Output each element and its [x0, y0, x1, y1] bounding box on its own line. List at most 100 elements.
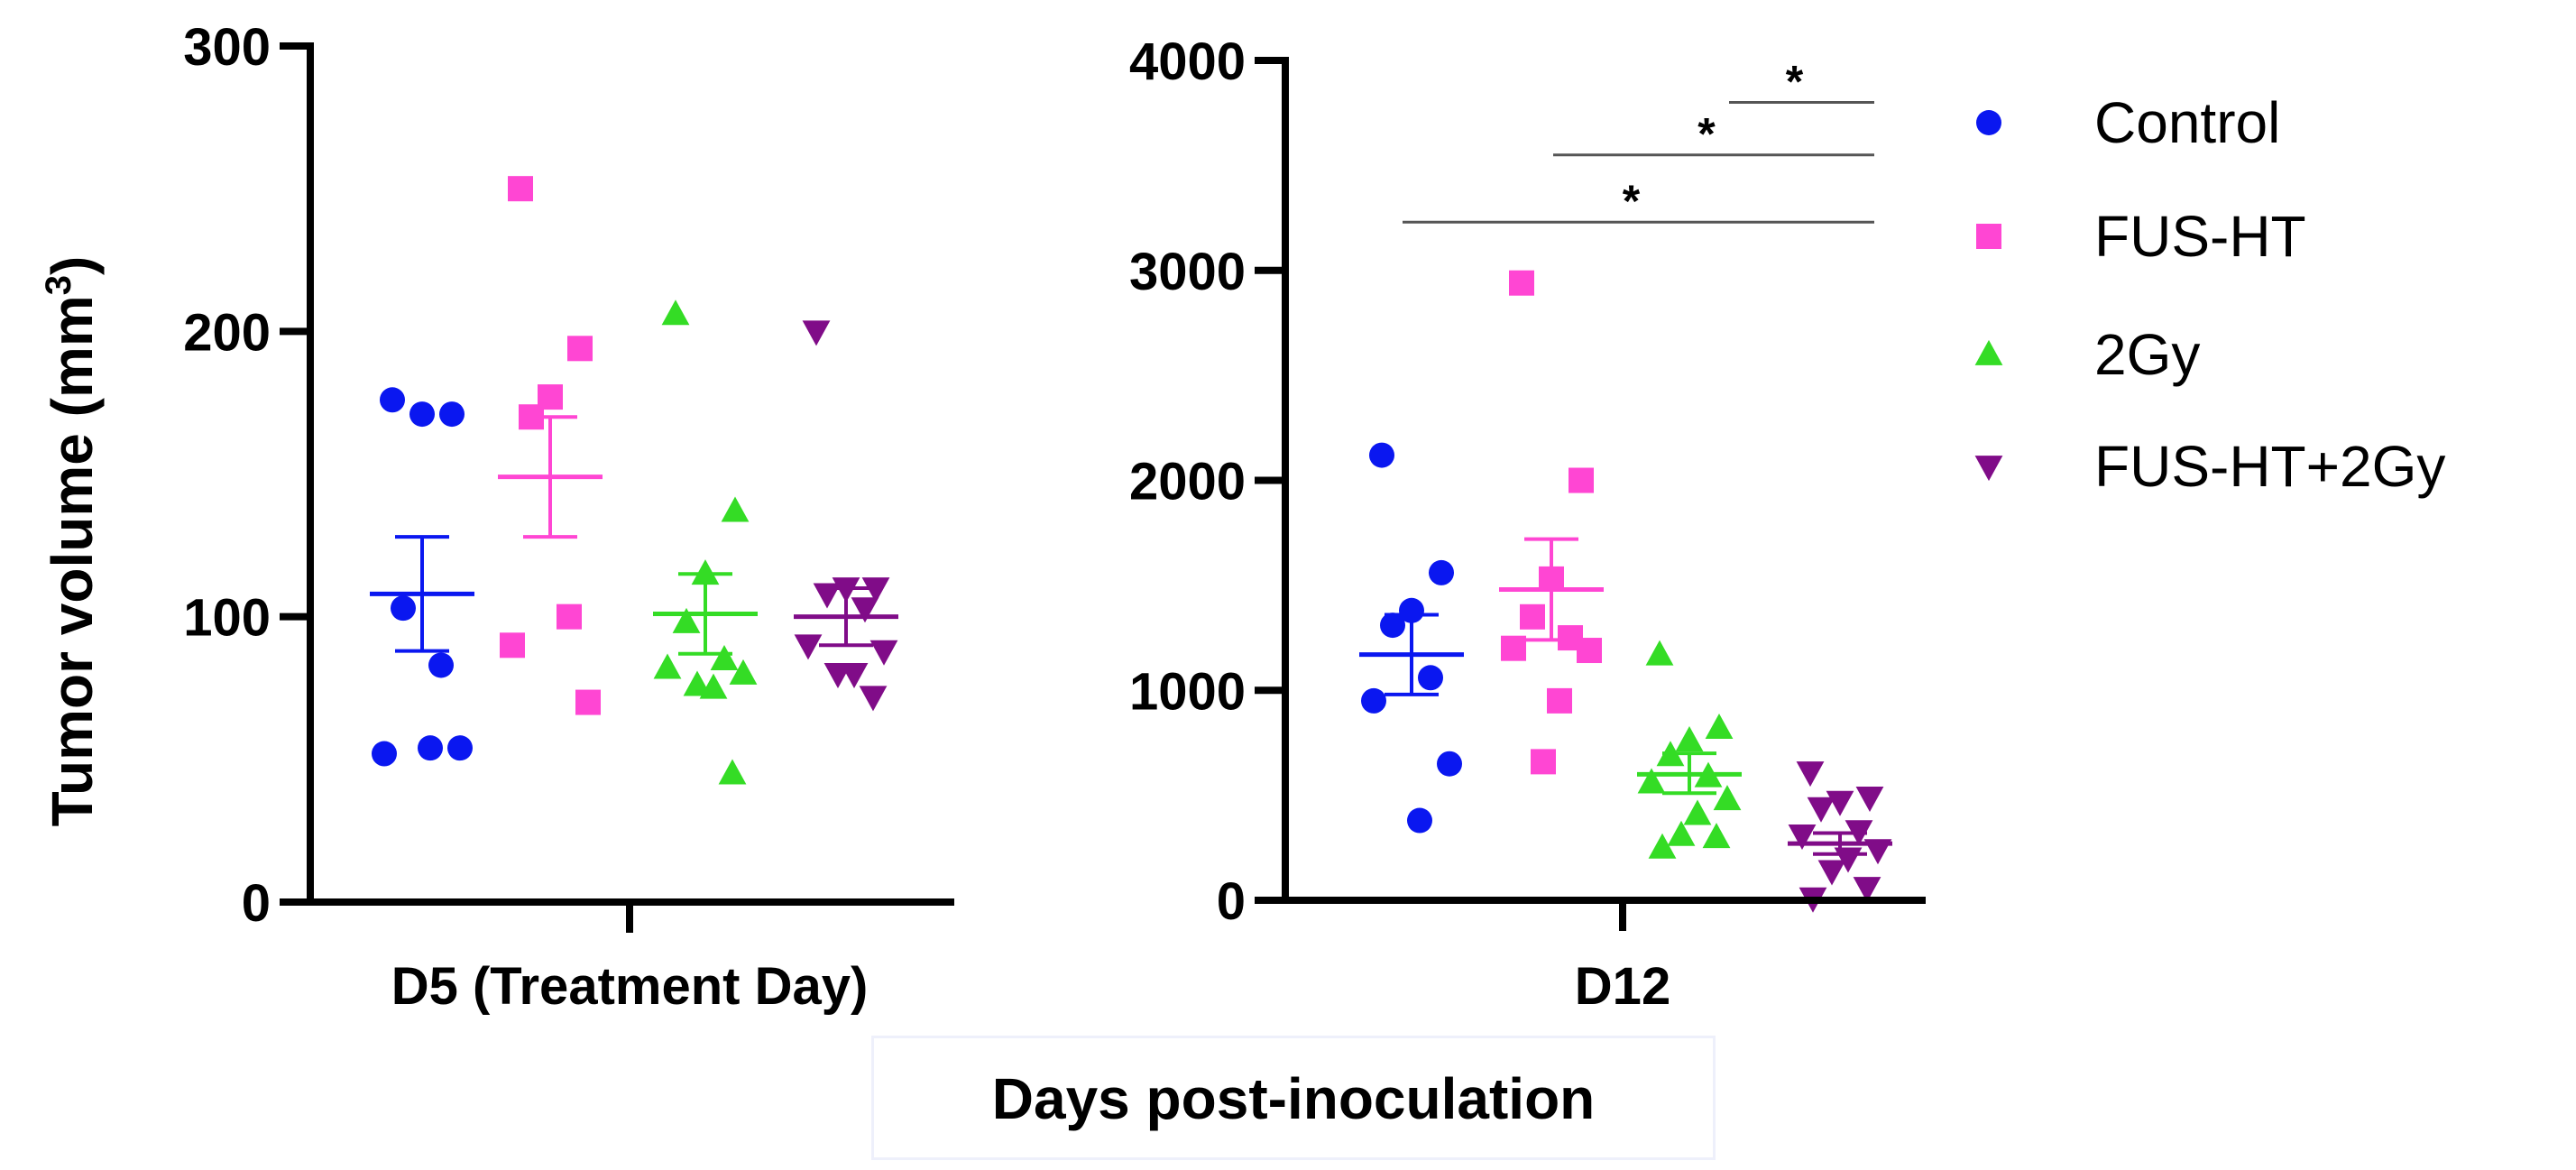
panel-d5-point-2gy	[653, 653, 682, 679]
panel-d5-point-2gy	[710, 645, 739, 671]
panel-d12-point-2gy	[1648, 833, 1677, 859]
panel-d12-point-2gy	[1705, 714, 1734, 740]
y-axis-label-superscript: 3	[39, 275, 78, 295]
panel-d5-point-2gy	[691, 559, 720, 585]
panel-d5-point-fus-ht	[575, 689, 601, 715]
panel-d12-point-fus-ht-2gy	[1796, 761, 1825, 788]
panel-d12-point-2gy	[1713, 785, 1742, 811]
panel-d12-point-fus-ht-2gy	[1863, 839, 1892, 865]
panel-d5-point-fus-ht-2gy	[813, 583, 842, 609]
panel-d12-point-fus-ht	[1547, 687, 1572, 714]
panel-d12-point-2gy	[1667, 820, 1696, 846]
panel-d12-point-fus-ht-2gy	[1853, 877, 1881, 903]
panel-d12-point-fus-ht	[1577, 638, 1602, 664]
panel-d12-point-2gy	[1656, 741, 1685, 767]
panel-d12-significance: * * *	[1403, 57, 1874, 226]
panel-d12-point-control	[1429, 559, 1454, 585]
legend-label-control: Control	[2094, 90, 2280, 155]
panel-d5-point-fus-ht-2gy	[861, 577, 890, 603]
panel-d5-point-control	[418, 735, 443, 761]
legend-marker-control	[1976, 110, 2001, 135]
panel-d12-y-tick-label: 2000	[1129, 453, 1246, 511]
panel-d12-point-control	[1407, 807, 1432, 834]
panel-d12-point-2gy	[1694, 761, 1723, 788]
panel-d12: 0 1000 2000 3000 4000 * * * D12	[1129, 32, 1926, 1016]
panel-d12-point-fus-ht-2gy	[1834, 847, 1863, 873]
panel-d5-category-label: D5 (Treatment Day)	[391, 957, 869, 1016]
panel-d5-y-tick-label: 300	[183, 18, 271, 77]
panel-d12-point-fus-ht	[1569, 467, 1594, 493]
panel-d12-points	[1361, 270, 1892, 913]
significance-star: *	[1786, 57, 1804, 107]
panel-d5-point-fus-ht-2gy	[794, 634, 823, 660]
panel-d5-point-fus-ht	[508, 176, 533, 202]
panel-d12-point-fus-ht	[1520, 603, 1545, 630]
panel-d5: 0 100 200 300 D5 (Treatment Day)	[183, 18, 954, 1016]
panel-d5-point-control	[380, 387, 405, 413]
panel-d12-point-control	[1369, 442, 1394, 468]
panel-d5-point-fus-ht	[519, 404, 544, 430]
legend: Control FUS-HT 2Gy FUS-HT+2Gy	[1974, 90, 2445, 499]
panel-d5-point-2gy	[729, 659, 758, 685]
legend-label-fus-ht-2gy: FUS-HT+2Gy	[2094, 434, 2445, 499]
y-axis-label-close: )	[40, 256, 105, 275]
panel-d5-points	[372, 176, 898, 785]
x-axis-label: Days post-inoculation	[992, 1066, 1596, 1131]
panel-d5-point-control	[391, 595, 416, 622]
panel-d12-axes	[1282, 57, 1926, 904]
panel-d5-point-2gy	[672, 607, 701, 633]
panel-d12-point-fus-ht	[1501, 635, 1526, 661]
panel-d12-point-fus-ht-2gy	[1817, 860, 1846, 886]
panel-d5-point-fus-ht-2gy	[851, 597, 879, 623]
legend-marker-fus-ht	[1976, 224, 2001, 249]
panel-d12-point-control	[1399, 597, 1424, 623]
panel-d12-y-ticks: 0 1000 2000 3000 4000	[1129, 32, 1289, 931]
panel-d5-point-2gy	[721, 496, 750, 522]
panel-d12-point-fus-ht	[1531, 749, 1556, 775]
panel-d5-error-bars	[370, 415, 898, 656]
panel-d12-y-tick-label: 0	[1217, 872, 1246, 931]
panel-d12-y-tick-label: 4000	[1129, 32, 1246, 91]
panel-d12-point-control	[1380, 613, 1405, 639]
panel-d12-point-control	[1418, 665, 1443, 691]
legend-label-2gy: 2Gy	[2094, 322, 2200, 387]
panel-d12-point-fus-ht-2gy	[1845, 820, 1873, 846]
panel-d5-point-control	[439, 401, 465, 428]
panel-d5-y-tick-label: 200	[183, 303, 271, 362]
panel-d5-point-2gy	[661, 299, 690, 326]
panel-d12-point-control	[1361, 687, 1386, 714]
legend-marker-fus-ht-2gy	[1974, 456, 2003, 482]
panel-d5-point-control	[372, 741, 397, 767]
panel-d5-y-tick-label: 100	[183, 589, 271, 648]
panel-d5-point-control	[447, 735, 473, 761]
panel-d5-point-fus-ht-2gy	[859, 686, 888, 712]
y-axis-label: Tumor volume (mm3)	[39, 256, 105, 827]
panel-d5-point-fus-ht-2gy	[802, 320, 831, 346]
significance-star: *	[1697, 109, 1716, 160]
panel-d12-y-tick-label: 1000	[1129, 662, 1246, 721]
panel-d5-axes	[307, 42, 954, 906]
panel-d5-point-fus-ht	[567, 336, 593, 362]
panel-d12-point-2gy	[1645, 640, 1674, 666]
panel-d12-point-fus-ht-2gy	[1855, 787, 1884, 813]
panel-d12-error-bars	[1359, 537, 1892, 856]
panel-d12-point-fus-ht	[1509, 270, 1534, 296]
panel-d5-point-fus-ht	[500, 632, 525, 659]
panel-d5-point-control	[428, 652, 454, 678]
panel-d5-point-fus-ht	[557, 603, 582, 630]
panel-d12-point-control	[1437, 751, 1462, 777]
panel-d12-y-tick-label: 3000	[1129, 243, 1246, 301]
significance-star: *	[1623, 176, 1641, 226]
legend-label-fus-ht: FUS-HT	[2094, 204, 2306, 269]
panel-d5-point-2gy	[718, 759, 747, 785]
panel-d12-point-2gy	[1702, 823, 1731, 849]
panel-d12-category-label: D12	[1575, 957, 1670, 1016]
panel-d5-point-control	[409, 401, 435, 428]
panel-d12-point-2gy	[1637, 768, 1666, 794]
panel-d5-point-fus-ht-2gy	[869, 640, 898, 666]
panel-d12-point-2gy	[1683, 799, 1712, 825]
panel-d12-point-fus-ht-2gy	[1807, 797, 1835, 823]
legend-marker-2gy	[1974, 339, 2003, 365]
panel-d12-point-fus-ht	[1539, 566, 1564, 592]
